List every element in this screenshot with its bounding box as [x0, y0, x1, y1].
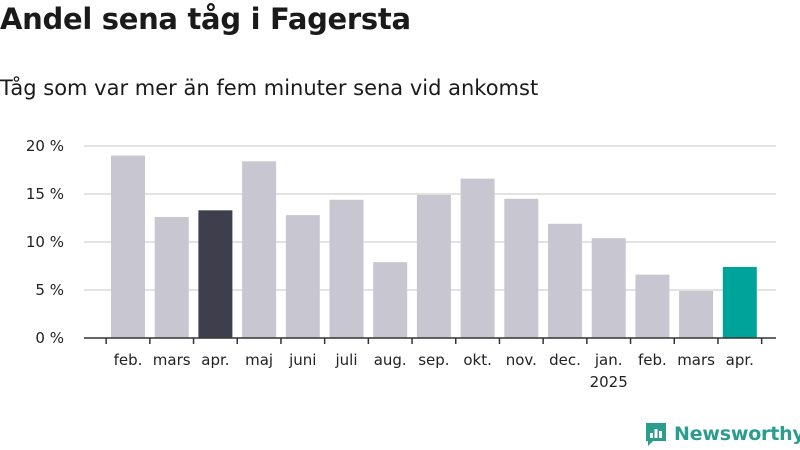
bar	[722, 266, 757, 338]
bars	[111, 155, 757, 338]
bar	[329, 199, 364, 338]
x-tick-label: apr.	[726, 351, 754, 369]
chart-subtitle: Tåg som var mer än fem minuter sena vid …	[0, 76, 539, 100]
bar-chart: 0 % 5 % 10 % 15 % 20 % feb. mars apr. maj juni ju…	[26, 137, 776, 391]
bar	[285, 215, 320, 338]
newsworthy-logo-icon	[646, 423, 666, 446]
x-tick-label: feb.	[638, 351, 667, 369]
bar	[635, 274, 670, 338]
x-tick-label: feb.	[114, 351, 143, 369]
y-tick-label: 20 %	[26, 137, 64, 155]
x-year-label: 2025	[590, 373, 628, 391]
bar	[460, 178, 495, 338]
newsworthy-logo: Newsworthy	[644, 420, 800, 448]
x-tick-label: aug.	[374, 351, 407, 369]
x-tick-label: nov.	[506, 351, 537, 369]
y-axis-labels: 0 % 5 % 10 % 15 % 20 %	[26, 137, 64, 347]
x-tick-label: apr.	[201, 351, 229, 369]
bar	[679, 290, 714, 338]
x-tick-label: jan.	[594, 351, 623, 369]
x-tick-label: mars	[677, 351, 715, 369]
x-tick-label: sep.	[418, 351, 449, 369]
x-tick-label: mars	[153, 351, 191, 369]
bar	[242, 161, 277, 338]
x-tick-label: dec.	[549, 351, 581, 369]
bar	[416, 194, 451, 338]
x-tick-label: okt.	[463, 351, 492, 369]
bar	[154, 217, 189, 338]
x-axis	[84, 337, 776, 344]
x-tick-label: juli	[334, 351, 357, 369]
bar	[504, 198, 539, 338]
bar	[198, 210, 233, 338]
y-tick-label: 10 %	[26, 233, 64, 251]
bar	[111, 155, 145, 338]
x-axis-labels: feb. mars apr. maj juni juli aug. sep. okt. nov. d…	[114, 351, 754, 391]
bar	[373, 262, 408, 338]
y-tick-label: 0 %	[35, 329, 64, 347]
y-tick-label: 15 %	[26, 185, 64, 203]
x-tick-label: maj	[245, 351, 273, 369]
chart-title: Andel sena tåg i Fagersta	[0, 2, 411, 36]
x-tick-label: juni	[288, 351, 316, 369]
brand-name: Newsworthy	[674, 423, 800, 445]
y-tick-label: 5 %	[35, 281, 64, 299]
bar	[591, 238, 626, 338]
bar	[548, 223, 582, 338]
